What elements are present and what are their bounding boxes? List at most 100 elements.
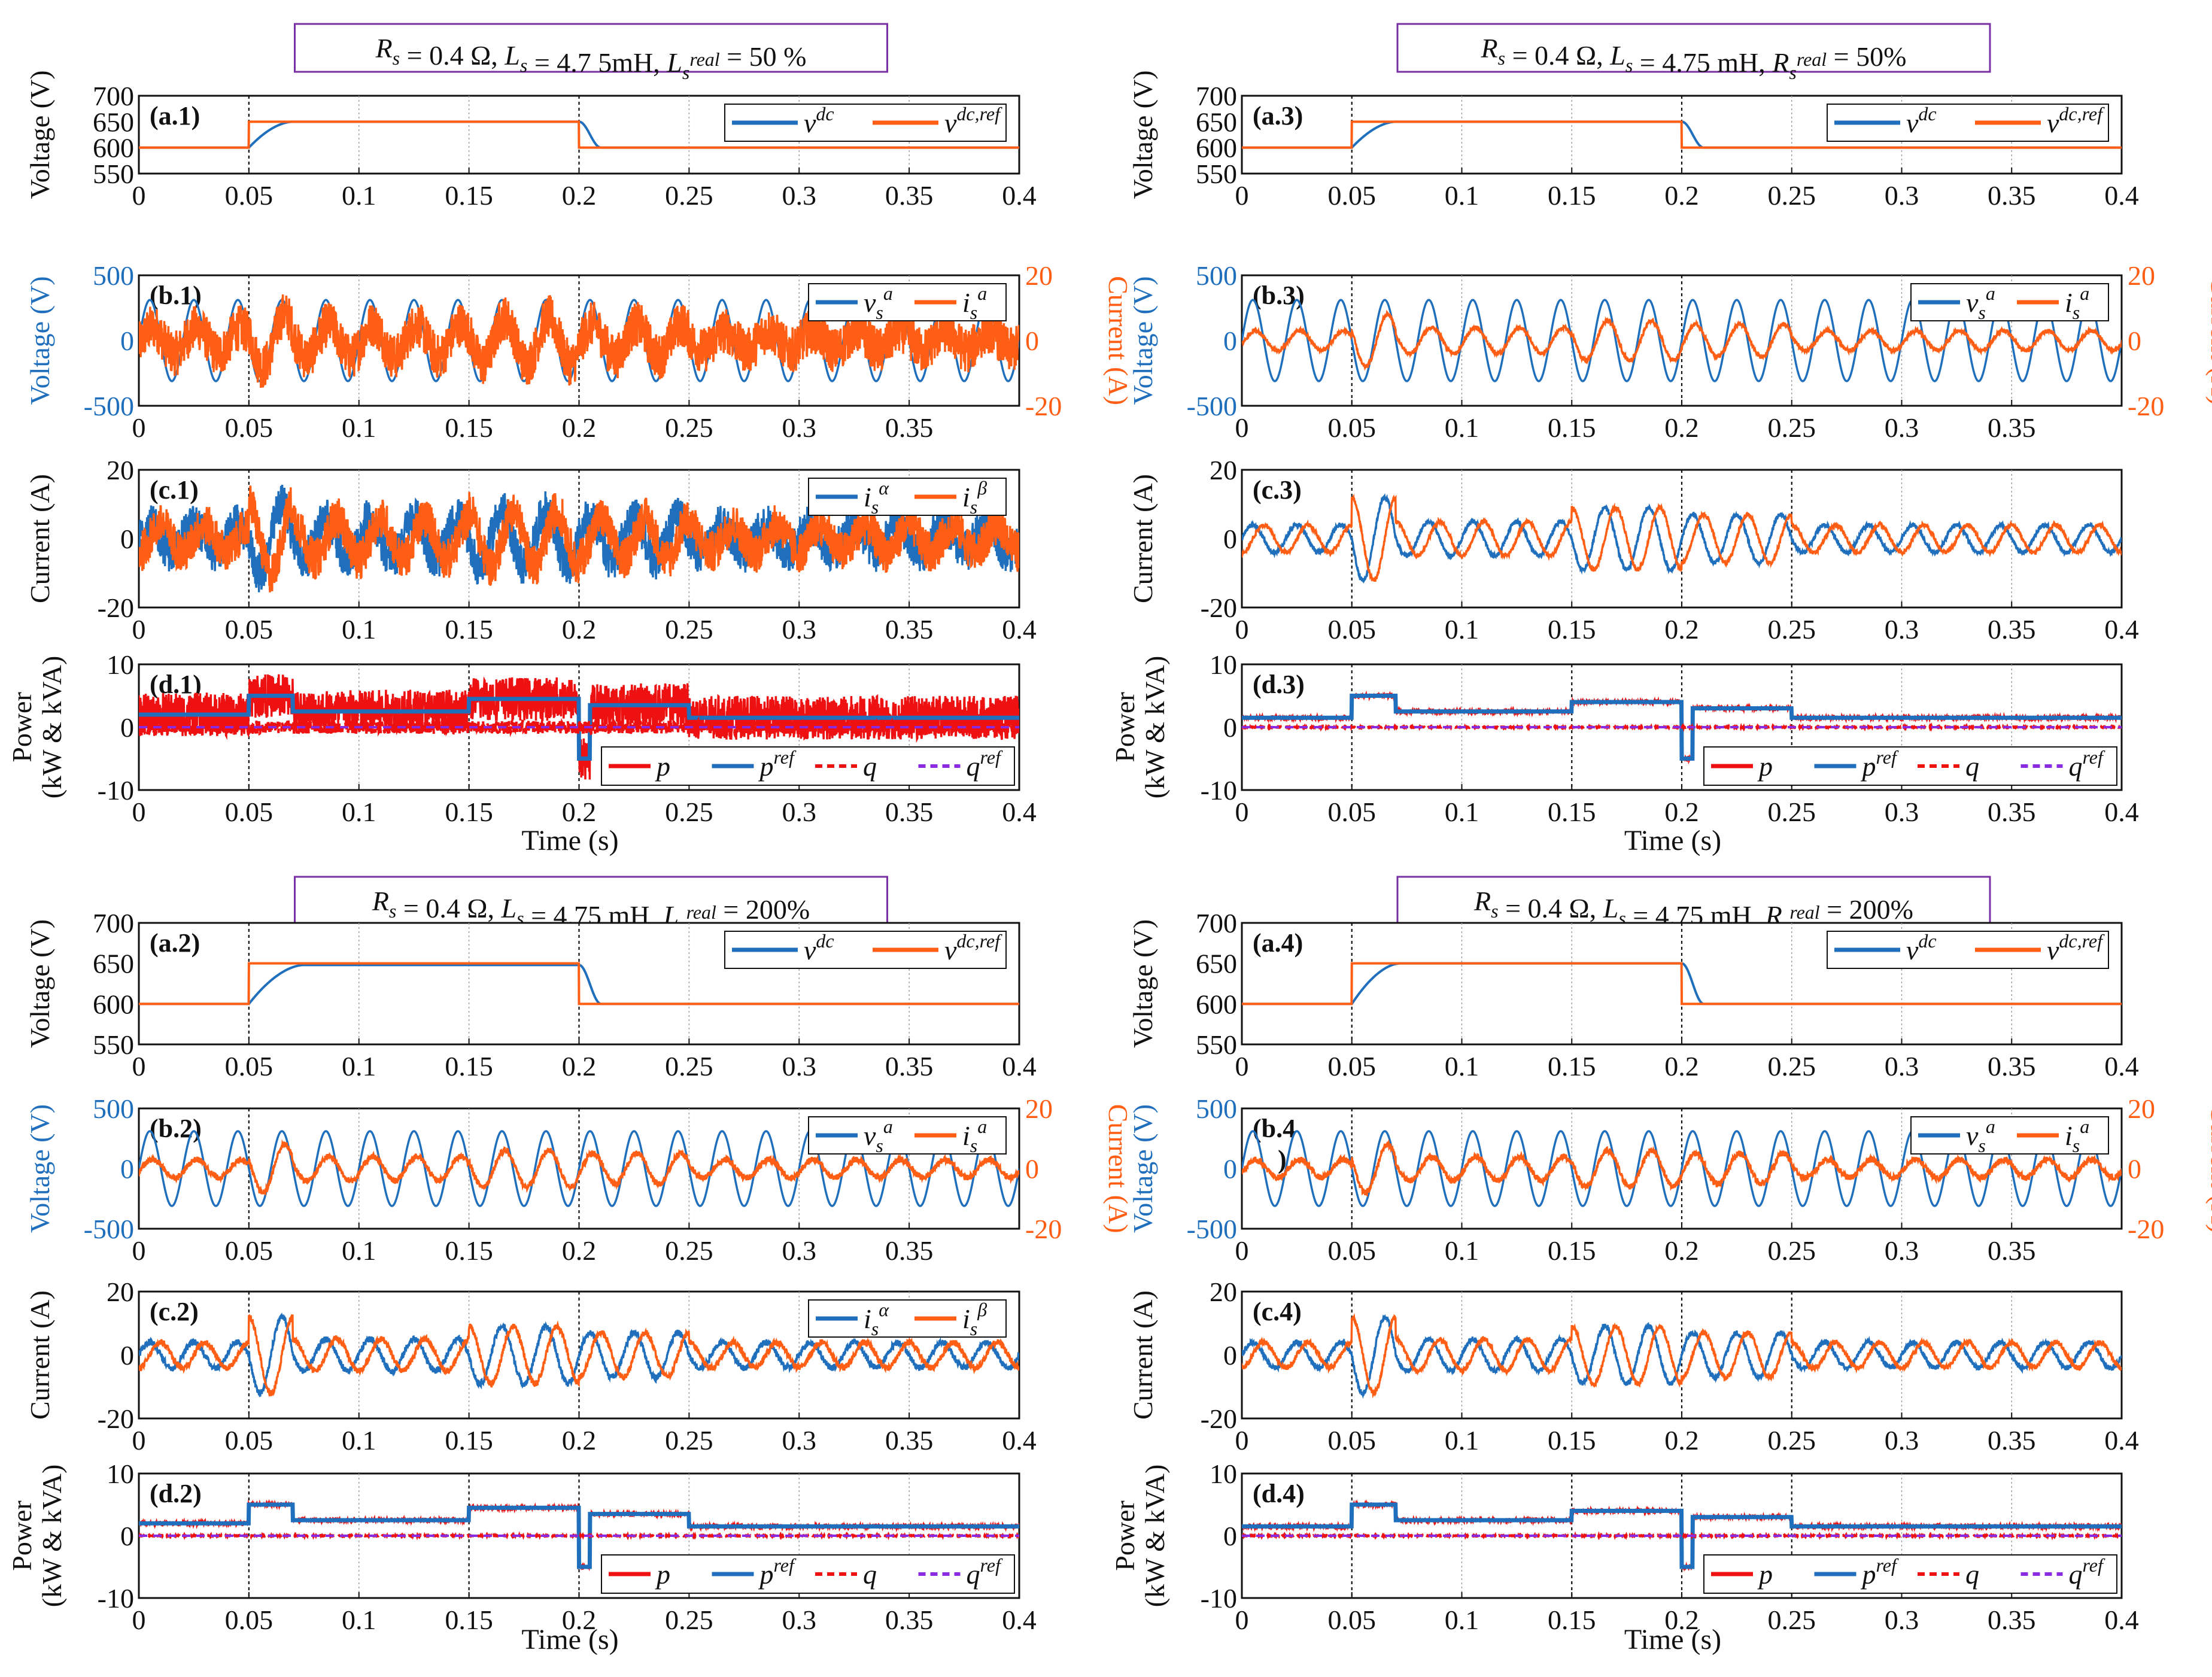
x-tick-label: 0.1	[1445, 180, 1479, 211]
legend-label: vdc,ref	[2047, 103, 2105, 138]
legend-subscript: s	[970, 496, 977, 518]
y-axis-label: Voltage (V)	[1128, 1104, 1158, 1233]
y-tick-label: 600	[1196, 133, 1237, 163]
y-tick-label: 550	[93, 1029, 134, 1060]
legend-subscript: s	[871, 496, 879, 518]
legend-label: isa	[962, 282, 987, 323]
x-tick-label: 0.35	[1988, 1235, 2036, 1266]
legend-label: vsa	[864, 1116, 893, 1156]
y-tick-label: 10	[107, 649, 134, 680]
legend-label: isa	[962, 1116, 987, 1156]
legend-superscript: a	[2080, 1116, 2089, 1137]
x-tick-label: 0.3	[1885, 1605, 1919, 1635]
legend-symbol: i	[864, 482, 871, 512]
legend: vsa isa	[1910, 1116, 2109, 1156]
legend-label: pref	[1861, 1554, 1899, 1590]
title-fragment: L	[1609, 40, 1625, 71]
y-axis-label: Power	[1110, 692, 1140, 762]
y2-tick-label: 0	[2128, 326, 2141, 356]
panel-label: (a.4)	[1253, 928, 1303, 958]
title-fragment: R	[1473, 886, 1491, 916]
y-tick-label: 650	[93, 107, 134, 137]
y2-tick-label: -20	[2128, 391, 2164, 421]
y-axis-label: Power	[7, 692, 37, 762]
legend-symbol: v	[1966, 1120, 1979, 1151]
legend-symbol: i	[962, 1304, 970, 1334]
legend-superscript: dc,ref	[956, 103, 1002, 124]
y2-tick-label: -20	[2128, 1214, 2164, 1244]
x-tick-label: 0.05	[225, 412, 274, 443]
legend-superscript: dc,ref	[2059, 103, 2105, 124]
x-tick-label: 0.35	[885, 1605, 934, 1635]
x-tick-label: 0.2	[562, 1425, 597, 1456]
legend-superscript: a	[883, 282, 893, 304]
legend-subscript: s	[876, 1135, 883, 1156]
legend-subscript: s	[876, 302, 883, 323]
legend-symbol: q	[863, 751, 877, 782]
x-tick-label: 0.1	[342, 1425, 376, 1456]
chart-title: Rs = 0.4 Ω, Ls = 4.7 5mH, Lsreal = 50 %	[294, 23, 888, 83]
x-tick-label: 0	[132, 1235, 146, 1266]
x-tick-label: 0.15	[1548, 614, 1596, 645]
y-tick-label: 0	[120, 524, 134, 554]
legend-symbol: i	[962, 287, 970, 318]
x-tick-label: 0.05	[225, 797, 274, 827]
y-axis-label: Voltage (V)	[25, 919, 55, 1048]
panel-label: (b.1)	[150, 281, 202, 310]
y-tick-label: -10	[1201, 775, 1237, 806]
x-tick-label: 0.05	[1328, 614, 1377, 645]
panel-label: (b.2)	[150, 1114, 202, 1143]
legend-label: p	[1757, 751, 1773, 782]
x-tick-label: 0.1	[342, 1605, 376, 1635]
x-tick-label: 0.4	[2104, 1425, 2139, 1456]
x-tick-label: 0.4	[2104, 1051, 2139, 1081]
panel-c4: 0 0.05 0.1 0.15 0.2 0.25 0.3 0.35 0.4-20020Curre…	[1128, 1277, 2139, 1456]
panel-label: (b.4	[1253, 1114, 1296, 1143]
plot-area	[1242, 1499, 2122, 1572]
x-tick-label: 0.05	[1328, 1051, 1377, 1081]
legend-symbol: q	[863, 1559, 877, 1590]
legend-label: qref	[2069, 746, 2105, 782]
x-tick-label: 0	[132, 180, 146, 211]
legend: isα isβ	[808, 1299, 1007, 1339]
plot-area	[1242, 299, 2122, 382]
x-tick-label: 0	[132, 797, 146, 827]
y2-tick-label: 0	[1025, 326, 1039, 356]
legend-superscript: ref	[980, 1554, 1003, 1576]
series-is-beta	[1242, 494, 2122, 582]
series-is-beta	[1242, 1313, 2122, 1399]
x-tick-label: 0.05	[1328, 180, 1377, 211]
legend-superscript: a	[883, 1116, 893, 1137]
legend-subscript: s	[1978, 302, 1985, 323]
legend-superscript: dc,ref	[2059, 930, 2105, 952]
y-tick-label: 500	[93, 1093, 134, 1124]
x-tick-label: 0	[132, 614, 146, 645]
x-tick-label: 0.2	[1664, 1235, 1699, 1266]
y2-tick-label: 20	[2128, 1093, 2155, 1124]
x-tick-label: 0.25	[665, 1235, 713, 1266]
panel-d2: 0 0.05 0.1 0.15 0.2 0.25 0.3 0.35 0.4-10010Power…	[7, 1459, 1037, 1635]
series-vs-a	[139, 1130, 1019, 1207]
legend-label: vdc	[1906, 930, 1937, 965]
y-tick-label: 650	[1196, 949, 1237, 979]
x-tick-label: 0.35	[885, 1051, 934, 1081]
x-tick-label: 0.05	[225, 180, 274, 211]
x-tick-label: 0.25	[1768, 1235, 1816, 1266]
x-tick-label: 0.05	[225, 614, 274, 645]
x-tick-label: 0.15	[1548, 1235, 1596, 1266]
x-tick-label: 0.15	[1548, 412, 1596, 443]
legend: vdc vdc,ref	[724, 103, 1007, 142]
title-text: Rs = 0.4 Ω, Ls = 4.7 5mH, Lsreal = 50 %	[375, 33, 807, 83]
legend-superscript: ref	[1876, 746, 1899, 768]
y-tick-label: 500	[1196, 260, 1237, 291]
x-tick-label: 0.35	[885, 412, 934, 443]
legend-symbol: p	[758, 751, 774, 782]
y-tick-label: 0	[1223, 524, 1237, 554]
y-axis-label-line2: (kW & kVA)	[37, 1465, 67, 1608]
y2-tick-label: -20	[1025, 1214, 1062, 1244]
y-axis-label: Voltage (V)	[1128, 70, 1158, 199]
title-fragment: s	[1491, 900, 1498, 922]
title-fragment: = 0.4 Ω,	[1499, 893, 1603, 923]
legend-label: pref	[758, 1554, 797, 1590]
x-tick-label: 0.3	[1885, 1051, 1919, 1081]
